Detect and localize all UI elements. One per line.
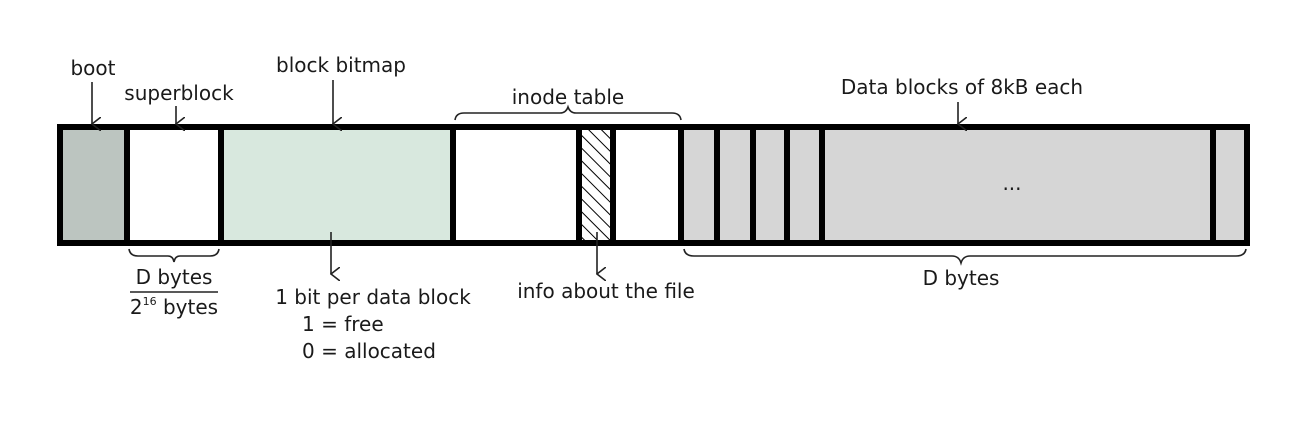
disk-bar (57, 124, 1250, 246)
block-bitmap-label: block bitmap (276, 53, 406, 77)
superblock-region (124, 124, 224, 246)
inode-table-part-2 (610, 124, 684, 246)
superblock-size-numerator: D bytes (136, 265, 213, 289)
superblock-size-brace (128, 248, 220, 263)
superblock-size-denominator: 216 bytes (130, 295, 218, 319)
inode-table-part-1 (450, 124, 582, 246)
inode-table-brace (454, 104, 682, 121)
superblock-label: superblock (124, 81, 234, 105)
data-ellipsis: ... (1002, 171, 1021, 195)
block-bitmap-region (218, 124, 456, 246)
data-block (678, 124, 720, 246)
data-block (784, 124, 825, 246)
boot-block (57, 124, 130, 246)
data-size-brace (683, 248, 1247, 266)
bitmap-note-line-2: 1 = free (302, 312, 384, 336)
bitmap-note-line-3: 0 = allocated (302, 339, 436, 363)
data-size-label: D bytes (923, 266, 1000, 290)
data-block (750, 124, 790, 246)
data-block (714, 124, 756, 246)
boot-label: boot (70, 56, 115, 80)
data-block-range (819, 124, 1216, 246)
data-block (1210, 124, 1250, 246)
inode-table-label: inode table (512, 85, 624, 109)
data-blocks-label: Data blocks of 8kB each (841, 75, 1083, 99)
bitmap-note-line-1: 1 bit per data block (275, 285, 471, 309)
inode-entry-highlighted (576, 124, 616, 246)
inode-note-label: info about the file (517, 279, 695, 303)
